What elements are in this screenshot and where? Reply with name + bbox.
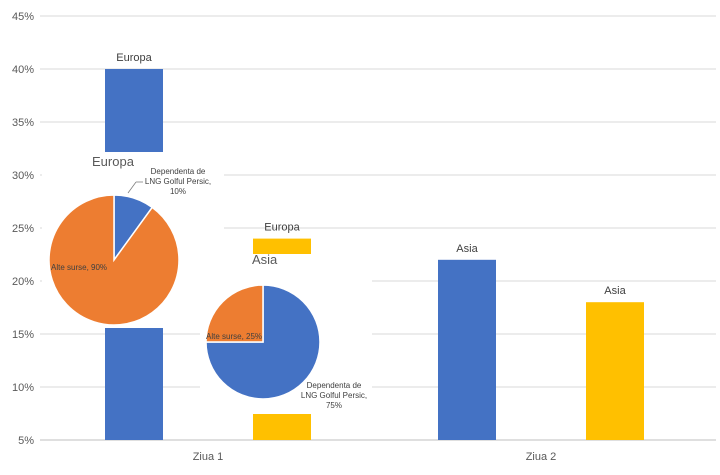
- y-tick-label: 20%: [12, 276, 34, 288]
- pie-slice-alte-surse: [48, 194, 180, 326]
- pie-slice-alte-surse: [205, 284, 264, 343]
- x-tick-label: Ziua 2: [526, 451, 557, 463]
- pie-slice-label: Dependenta de LNG Golful Persic, 10%: [145, 167, 211, 196]
- x-axis: Ziua 1 Ziua 2: [193, 451, 557, 463]
- pie-chart-asia: Asia Alte surse, 25% Dependenta de LNG Golf…: [200, 252, 372, 414]
- bar-europa-2: [438, 259, 496, 440]
- y-tick-label: 10%: [12, 382, 34, 394]
- y-tick-label: 15%: [12, 329, 34, 341]
- pie-title: Asia: [252, 252, 278, 267]
- bar-data-label: Asia: [456, 243, 478, 255]
- pie-title: Europa: [92, 154, 135, 169]
- y-tick-label: 25%: [12, 223, 34, 235]
- bar-data-label: Europa: [264, 222, 300, 234]
- y-tick-label: 5%: [18, 435, 34, 447]
- x-tick-label: Ziua 1: [193, 451, 224, 463]
- y-axis: 5% 10% 15% 20% 25% 30% 35% 40% 45%: [12, 11, 34, 447]
- pie-slice-label: Alte surse, 25%: [206, 332, 262, 341]
- pie-chart-europa: Europa Dependenta de LNG Golful Persic, 10%…: [42, 152, 224, 328]
- pie-leader-line: [127, 181, 137, 194]
- bar-data-label: Europa: [116, 52, 152, 64]
- pie-slice-lng-golful-persic: [205, 284, 321, 400]
- bar-asia-2: [586, 302, 644, 440]
- pie-slice-label: Dependenta de LNG Golful Persic, 75%: [301, 381, 367, 410]
- bar-data-label: Asia: [604, 285, 626, 297]
- y-tick-label: 40%: [12, 64, 34, 76]
- y-tick-label: 45%: [12, 11, 34, 23]
- y-tick-label: 35%: [12, 117, 34, 129]
- pie-slice-label: Alte surse, 90%: [51, 263, 107, 272]
- y-tick-label: 30%: [12, 170, 34, 182]
